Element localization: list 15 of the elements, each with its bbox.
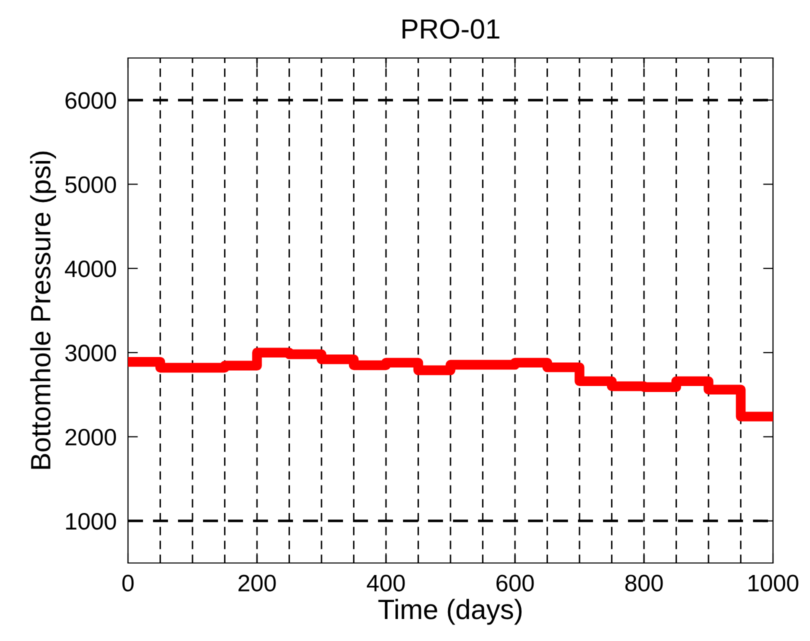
x-tick-label: 200 [238, 574, 276, 592]
x-tick-label: 400 [366, 574, 405, 592]
y-tick-label: 5000 [65, 176, 116, 194]
y-tick-label: 6000 [66, 92, 116, 109]
x-axis-title: Time (days) [378, 598, 522, 625]
x-tick-label: 800 [625, 574, 663, 592]
y-tick-label: 1000 [66, 512, 116, 530]
y-tick-label: 4000 [64, 260, 116, 278]
y-tick-label: 3000 [65, 344, 116, 362]
y-tick-label: 2000 [66, 428, 116, 446]
x-tick-label: 600 [496, 574, 534, 592]
x-tick-label: 0 [122, 574, 134, 592]
y-axis-title: Bottomhole Pressure (psi) [30, 152, 56, 469]
chart-title: PRO-01 [402, 19, 500, 39]
x-tick-label: 1000 [748, 574, 798, 592]
